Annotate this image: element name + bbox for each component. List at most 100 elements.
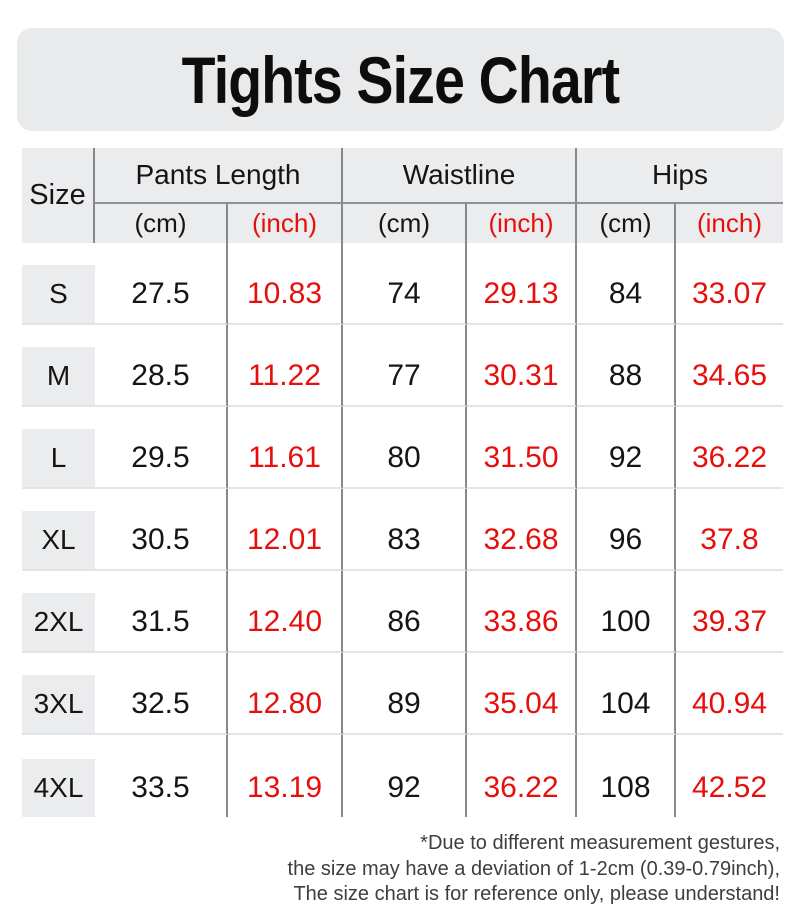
- hips-cm-cell: 96: [577, 489, 676, 571]
- size-cell: XL: [22, 489, 95, 571]
- pants-length-cm-value: 31.5: [131, 605, 190, 638]
- hips-cm-value: 88: [608, 359, 643, 392]
- waistline-cm-value: 92: [387, 771, 421, 804]
- unit-header-waist-inch: (inch): [467, 204, 577, 243]
- size-badge: 4XL: [22, 759, 95, 817]
- waistline-inch-cell: 29.13: [467, 243, 577, 325]
- size-badge: L: [22, 429, 95, 487]
- hips-inch-value: 34.65: [691, 359, 768, 392]
- size-cell: 2XL: [22, 571, 95, 653]
- hips-cm-cell: 108: [577, 735, 676, 817]
- waistline-cm-cell: 80: [343, 407, 467, 489]
- pants-length-cm-cell: 33.5: [95, 735, 228, 817]
- waistline-inch-cell: 32.68: [467, 489, 577, 571]
- hips-cm-cell: 92: [577, 407, 676, 489]
- hips-inch-value: 39.37: [691, 605, 768, 638]
- hips-inch-value: 40.94: [691, 687, 768, 720]
- waistline-cm-value: 77: [387, 359, 421, 392]
- pants-length-inch-cell: 12.80: [228, 653, 343, 735]
- unit-header-waist-cm: (cm): [343, 204, 467, 243]
- disclaimer-note: *Due to different measurement gestures, …: [0, 831, 800, 908]
- waistline-cm-value: 86: [387, 605, 421, 638]
- pants-length-cm-cell: 29.5: [95, 407, 228, 489]
- group-header-waistline: Waistline: [343, 148, 577, 204]
- unit-header-hips-inch: (inch): [676, 204, 783, 243]
- pants-length-cm-cell: 31.5: [95, 571, 228, 653]
- pants-length-inch-value: 10.83: [246, 277, 323, 310]
- pants-length-inch-value: 13.19: [246, 771, 323, 804]
- hips-inch-cell: 39.37: [676, 571, 783, 653]
- waistline-cm-value: 89: [387, 687, 421, 720]
- hips-inch-cell: 33.07: [676, 243, 783, 325]
- group-header-pants-length: Pants Length: [95, 148, 343, 204]
- waistline-cm-cell: 89: [343, 653, 467, 735]
- waistline-cm-cell: 83: [343, 489, 467, 571]
- pants-length-cm-value: 29.5: [131, 441, 190, 474]
- hips-cm-value: 84: [608, 277, 643, 310]
- pants-length-cm-cell: 28.5: [95, 325, 228, 407]
- waistline-cm-value: 83: [387, 523, 421, 556]
- hips-inch-cell: 37.8: [676, 489, 783, 571]
- waistline-inch-cell: 36.22: [467, 735, 577, 817]
- waistline-cm-cell: 92: [343, 735, 467, 817]
- pants-length-inch-value: 11.61: [248, 441, 321, 474]
- pants-length-cm-value: 28.5: [131, 359, 190, 392]
- hips-cm-cell: 88: [577, 325, 676, 407]
- page-title: Tights Size Chart: [181, 42, 620, 117]
- pants-length-cm-value: 30.5: [131, 523, 190, 556]
- pants-length-cm-cell: 30.5: [95, 489, 228, 571]
- waistline-inch-cell: 33.86: [467, 571, 577, 653]
- hips-inch-cell: 40.94: [676, 653, 783, 735]
- waistline-inch-value: 35.04: [483, 687, 559, 720]
- unit-header-pants-inch: (inch): [228, 204, 343, 243]
- pants-length-inch-value: 12.80: [246, 687, 323, 720]
- size-cell: 3XL: [22, 653, 95, 735]
- hips-cm-value: 92: [608, 441, 643, 474]
- waistline-inch-value: 29.13: [483, 277, 559, 310]
- column-header-size: Size: [22, 148, 95, 243]
- size-badge: 2XL: [22, 593, 95, 651]
- hips-inch-value: 33.07: [691, 277, 768, 310]
- title-banner: Tights Size Chart: [17, 28, 784, 131]
- size-badge: 3XL: [22, 675, 95, 733]
- unit-header-pants-cm: (cm): [95, 204, 228, 243]
- hips-inch-cell: 36.22: [676, 407, 783, 489]
- hips-inch-value: 36.22: [691, 441, 768, 474]
- size-cell: M: [22, 325, 95, 407]
- pants-length-inch-value: 12.01: [246, 523, 323, 556]
- pants-length-cm-value: 33.5: [131, 771, 190, 804]
- pants-length-inch-cell: 13.19: [228, 735, 343, 817]
- waistline-inch-value: 30.31: [483, 359, 559, 392]
- pants-length-cm-cell: 32.5: [95, 653, 228, 735]
- waistline-inch-value: 36.22: [483, 771, 559, 804]
- pants-length-inch-cell: 10.83: [228, 243, 343, 325]
- hips-cm-value: 108: [600, 771, 651, 804]
- pants-length-cm-cell: 27.5: [95, 243, 228, 325]
- waistline-cm-value: 74: [387, 277, 421, 310]
- size-badge: XL: [22, 511, 95, 569]
- hips-cm-value: 96: [608, 523, 643, 556]
- hips-cm-value: 104: [600, 687, 651, 720]
- pants-length-inch-cell: 11.22: [228, 325, 343, 407]
- group-header-hips: Hips: [577, 148, 783, 204]
- disclaimer-line-1: *Due to different measurement gestures,: [420, 832, 780, 854]
- waistline-inch-value: 33.86: [483, 605, 559, 638]
- waistline-inch-value: 31.50: [483, 441, 559, 474]
- hips-cm-cell: 100: [577, 571, 676, 653]
- hips-inch-value: 37.8: [700, 523, 759, 556]
- waistline-inch-value: 32.68: [483, 523, 559, 556]
- waistline-inch-cell: 30.31: [467, 325, 577, 407]
- size-badge: S: [22, 265, 95, 323]
- hips-cm-value: 100: [600, 605, 651, 638]
- pants-length-cm-value: 27.5: [131, 277, 190, 310]
- pants-length-inch-cell: 12.40: [228, 571, 343, 653]
- waistline-cm-value: 80: [387, 441, 421, 474]
- pants-length-inch-value: 12.40: [246, 605, 323, 638]
- hips-inch-cell: 42.52: [676, 735, 783, 817]
- size-chart-table: Size Pants Length Waistline Hips (cm) (i…: [22, 148, 783, 817]
- waistline-cm-cell: 77: [343, 325, 467, 407]
- pants-length-inch-cell: 11.61: [228, 407, 343, 489]
- waistline-inch-cell: 31.50: [467, 407, 577, 489]
- unit-header-hips-cm: (cm): [577, 204, 676, 243]
- hips-cm-cell: 104: [577, 653, 676, 735]
